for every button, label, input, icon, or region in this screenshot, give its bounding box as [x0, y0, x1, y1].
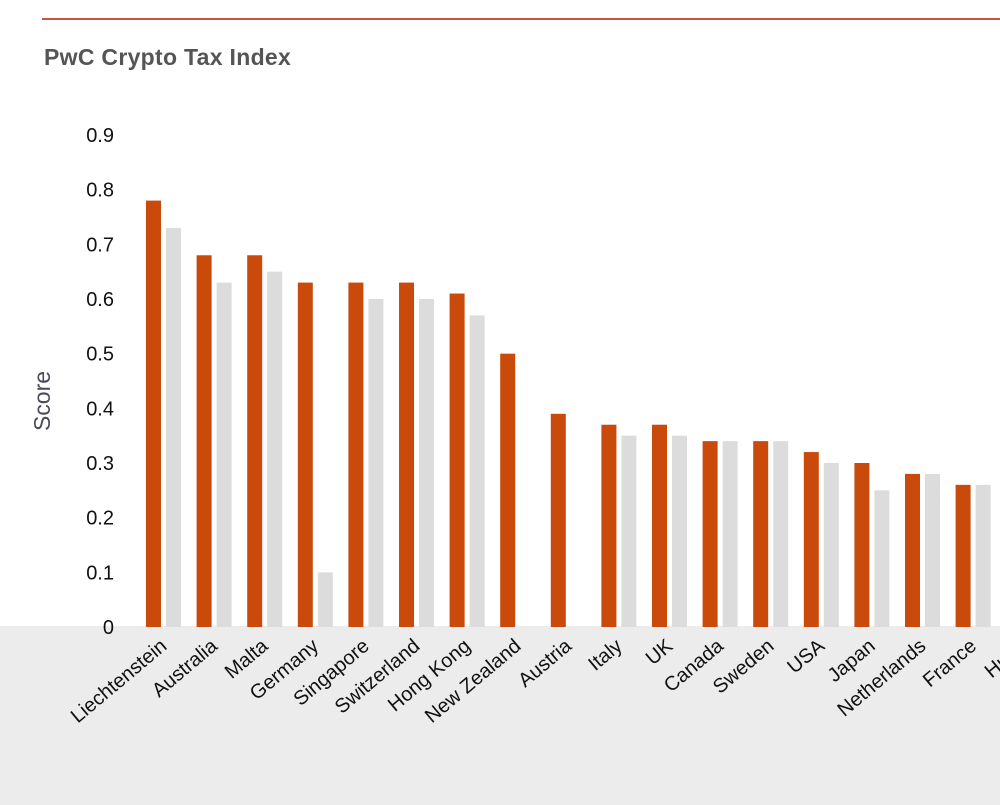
bar-primary [196, 255, 212, 627]
bar-primary [854, 463, 870, 627]
category-label-band [0, 626, 1000, 805]
bar-secondary [368, 299, 384, 627]
x-category-label: Italy [584, 635, 626, 675]
y-tick-label: 0.1 [86, 562, 114, 584]
bar-primary [297, 282, 313, 627]
bar-primary [500, 353, 516, 627]
y-tick-label: 0.4 [86, 398, 114, 420]
bar-secondary [469, 315, 485, 627]
bar-primary [399, 282, 414, 627]
x-category-label: USA [783, 635, 829, 679]
x-category-label: UK [642, 635, 678, 670]
top-rule [42, 18, 1000, 20]
bar-secondary [975, 484, 991, 627]
bar-secondary [419, 299, 434, 627]
bar-primary [550, 413, 566, 627]
bar-secondary [823, 463, 839, 627]
bar-primary [905, 473, 920, 627]
bar-secondary [874, 490, 890, 627]
bar-secondary [925, 473, 940, 627]
bar-primary [955, 484, 971, 627]
x-axis-labels: LiechtensteinAustraliaMaltaGermanySingap… [67, 634, 1000, 727]
y-tick-label: 0.3 [86, 453, 114, 475]
y-tick-label: 0.6 [86, 289, 114, 311]
bar-secondary [317, 572, 333, 627]
y-tick-label: 0 [103, 617, 114, 639]
y-axis-ticks: 0 0.1 0.2 0.3 0.4 0.5 0.6 0.7 0.8 0.9 [86, 125, 114, 639]
chart-title: PwC Crypto Tax Index [44, 44, 292, 70]
bar-secondary [672, 435, 687, 627]
bar-secondary [216, 282, 232, 627]
bar-primary [803, 452, 819, 627]
bar-primary [753, 441, 769, 627]
bar-primary [247, 255, 263, 627]
bar-secondary [267, 271, 283, 627]
bar-primary [652, 424, 667, 627]
bar-primary [449, 293, 465, 627]
x-category-label: Austria [514, 634, 576, 691]
x-category-label: Hung [981, 635, 1000, 683]
bar-secondary [722, 441, 738, 627]
y-axis-title: Score [29, 371, 55, 431]
bar-primary [702, 441, 718, 627]
bars [146, 200, 991, 627]
bar-secondary [621, 435, 637, 627]
y-tick-label: 0.7 [86, 234, 114, 256]
bar-primary [601, 424, 617, 627]
bar-primary [146, 200, 161, 627]
bar-primary [348, 282, 364, 627]
bar-secondary [773, 441, 789, 627]
y-tick-label: 0.8 [86, 180, 114, 202]
y-tick-label: 0.5 [86, 344, 114, 366]
y-tick-label: 0.9 [86, 125, 114, 147]
bar-secondary [166, 227, 181, 627]
y-tick-label: 0.2 [86, 508, 114, 530]
x-category-label: France [919, 635, 981, 692]
